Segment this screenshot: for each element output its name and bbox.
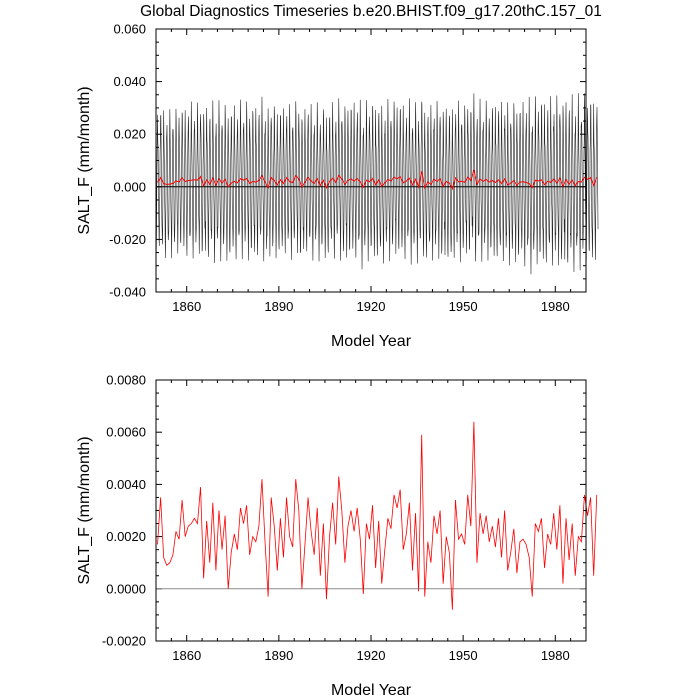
x-tick-label: 1980 (541, 648, 570, 663)
plot-frame (155, 28, 587, 293)
annual-mean-line (157, 421, 598, 610)
x-tick-label: 1980 (541, 299, 570, 314)
annual-mean-overlay-line (157, 169, 598, 191)
x-tick-label: 1890 (264, 299, 293, 314)
y-tick-label: 0.040 (113, 74, 146, 89)
monthly-series-line (155, 93, 599, 275)
monthly-timeseries-panel: 1860 1890 1920 1950 1980 -0.040 -0.020 0.000 0.0… (76, 22, 599, 350)
y-tick-label: 0.000 (113, 179, 146, 194)
y-tick-label: 0.020 (113, 127, 146, 142)
y-tick-label: 0.0040 (106, 477, 146, 492)
y-tick-label: 0.0000 (106, 581, 146, 596)
x-tick-label: 1920 (357, 299, 386, 314)
y-tick-label: 0.0020 (106, 529, 146, 544)
x-tick-label: 1860 (172, 299, 201, 314)
x-tick-label: 1860 (172, 648, 201, 663)
y-tick-label: 0.060 (113, 22, 146, 37)
x-axis-label: Model Year (331, 333, 412, 350)
y-tick-label: -0.040 (109, 285, 146, 300)
annual-mean-timeseries-panel: 1860 1890 1920 1950 1980 -0.0020 0.0000 0.0020 0… (76, 373, 598, 699)
figure-title: Global Diagnostics Timeseries b.e20.BHIS… (140, 3, 602, 20)
x-tick-label: 1890 (264, 648, 293, 663)
x-tick-label: 1920 (357, 648, 386, 663)
x-axis-label: Model Year (331, 682, 412, 699)
y-tick-label: -0.0020 (102, 634, 146, 649)
plot-frame (155, 379, 587, 642)
y-axis-label: SALT_F (mm/month) (76, 86, 93, 234)
y-axis-label: SALT_F (mm/month) (76, 436, 93, 584)
y-tick-label: 0.0060 (106, 425, 146, 440)
x-tick-label: 1950 (449, 648, 478, 663)
y-tick-label: 0.0080 (106, 373, 146, 388)
y-tick-label: -0.020 (109, 232, 146, 247)
x-tick-label: 1950 (449, 299, 478, 314)
